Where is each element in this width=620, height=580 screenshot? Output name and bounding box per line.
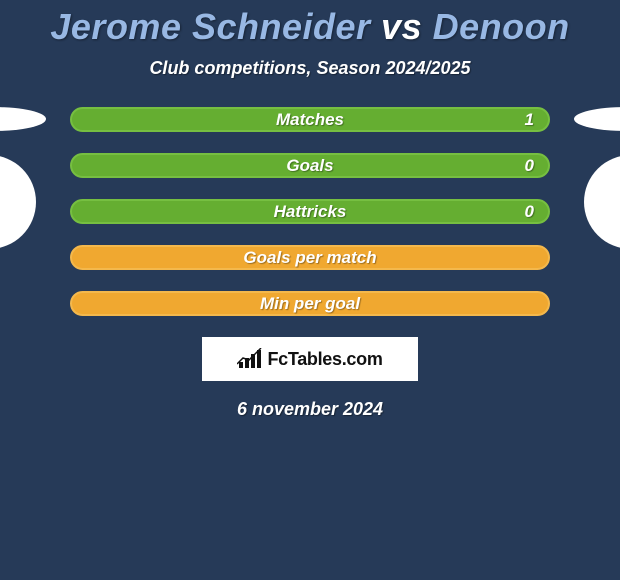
player2-avatar [584,155,620,249]
left-ellipse [0,107,46,131]
stat-label: Goals per match [243,248,376,268]
footer-date: 6 november 2024 [0,399,620,420]
stats-block: Matches 1 Goals 0 Hattricks 0 Goals per match M… [70,107,550,316]
brand-badge: FcTables.com [202,337,418,381]
stat-label: Goals [286,156,333,176]
stat-label: Hattricks [274,202,347,222]
stat-label: Min per goal [260,294,360,314]
brand-text: FcTables.com [267,349,382,370]
stat-row: Hattricks 0 [70,199,550,224]
page-title: Jerome Schneider vs Denoon [0,6,620,48]
stat-row: Min per goal [70,291,550,316]
bar-chart-icon [237,348,263,370]
stat-value: 0 [525,156,534,176]
subtitle: Club competitions, Season 2024/2025 [0,58,620,79]
stat-rows: Matches 1 Goals 0 Hattricks 0 Goals per match M… [70,107,550,316]
stat-label: Matches [276,110,344,130]
stat-row: Goals per match [70,245,550,270]
player1-name: Jerome Schneider [50,6,370,47]
stat-row: Goals 0 [70,153,550,178]
stat-row: Matches 1 [70,107,550,132]
player2-name: Denoon [433,6,570,47]
stat-value: 0 [525,202,534,222]
right-ellipse [574,107,620,131]
player1-avatar [0,155,36,249]
comparison-card: Jerome Schneider vs Denoon Club competit… [0,0,620,420]
vs-label: vs [381,6,422,47]
stat-value: 1 [525,110,534,130]
